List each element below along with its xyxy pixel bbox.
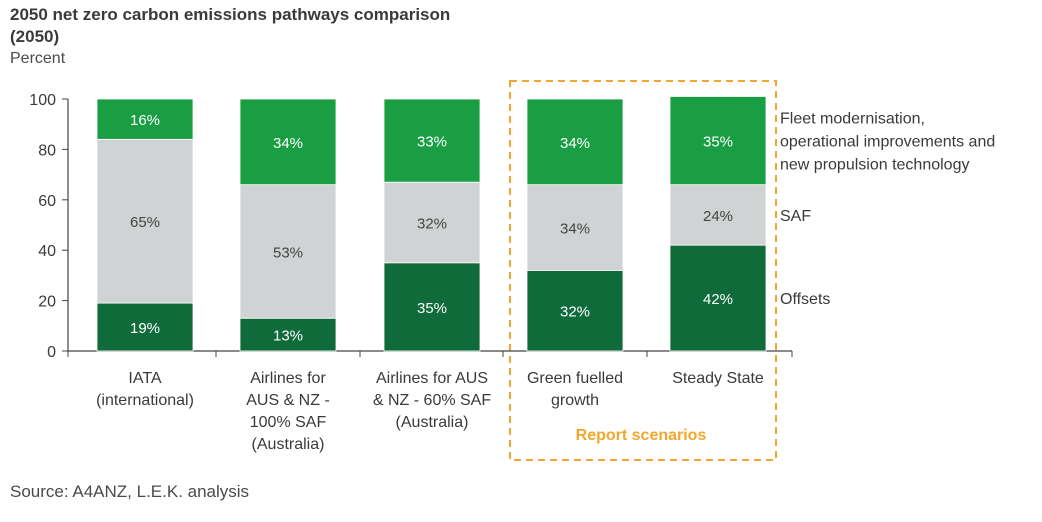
x-category-label: (Australia) [396, 414, 469, 431]
x-category-label: & NZ - 60% SAF [373, 392, 491, 409]
bar-data-label: 35% [417, 300, 447, 317]
bar-segment-saf [96, 138, 194, 304]
bar-data-label: 42% [703, 291, 733, 308]
bar-data-label: 34% [560, 221, 590, 238]
bar-data-label: 13% [273, 328, 303, 345]
x-category-label: Green fuelled [527, 370, 623, 387]
legend-label: new propulsion technology [780, 157, 969, 174]
x-category-label: IATA [128, 370, 162, 387]
x-category-label: Airlines for [250, 370, 326, 387]
bar-segment-offsets [383, 262, 481, 352]
source-note: Source: A4ANZ, L.E.K. analysis [10, 482, 250, 501]
y-tick-label: 40 [38, 243, 56, 260]
y-tick-label: 100 [29, 92, 56, 109]
bar-segment-fleet-modernisation [526, 98, 624, 186]
bar-data-label: 19% [130, 320, 160, 337]
y-tick-label: 20 [38, 294, 56, 311]
bar-segment-offsets [526, 269, 624, 352]
report-scenarios-label: Report scenarios [576, 427, 707, 444]
bar-segment-fleet-modernisation [669, 96, 767, 186]
bar-segment-fleet-modernisation [96, 98, 194, 140]
bar-segment-saf [239, 184, 337, 319]
bar-segment-saf [383, 181, 481, 264]
x-category-label: AUS & NZ - [246, 392, 330, 409]
bar-data-label: 32% [417, 215, 447, 232]
x-category-label: 100% SAF [250, 414, 327, 431]
y-axis-unit-label: Percent [10, 50, 66, 67]
x-category-label: Steady State [672, 370, 764, 387]
legend-label: Fleet modernisation, [780, 111, 925, 128]
x-category-label: growth [551, 392, 599, 409]
x-category-label: (Australia) [252, 436, 325, 453]
x-category-label: Airlines for AUS [376, 370, 488, 387]
bar-data-label: 16% [130, 112, 160, 129]
bar-data-label: 65% [130, 214, 160, 231]
y-tick-label: 0 [47, 344, 56, 361]
bar-segment-offsets [96, 302, 194, 352]
chart-title: 2050 net zero carbon emissions pathways … [10, 5, 451, 46]
bar-segment-fleet-modernisation [239, 98, 337, 186]
x-category-label: (international) [96, 392, 194, 409]
legend-label: SAF [780, 208, 811, 225]
bar-data-label: 53% [273, 244, 303, 261]
bar-data-label: 33% [417, 134, 447, 151]
report-scenarios-box [509, 80, 777, 461]
bar-data-label: 34% [560, 135, 590, 152]
bar-segment-fleet-modernisation [383, 98, 481, 183]
bar-data-label: 32% [560, 304, 590, 321]
bar-data-label: 34% [273, 135, 303, 152]
legend-label: operational improvements and [780, 134, 995, 151]
legend-label: Offsets [780, 291, 830, 308]
bar-segment-saf [669, 184, 767, 246]
y-tick-label: 80 [38, 142, 56, 159]
y-tick-label: 60 [38, 193, 56, 210]
bar-data-label: 24% [703, 208, 733, 225]
bar-data-label: 35% [703, 134, 733, 151]
